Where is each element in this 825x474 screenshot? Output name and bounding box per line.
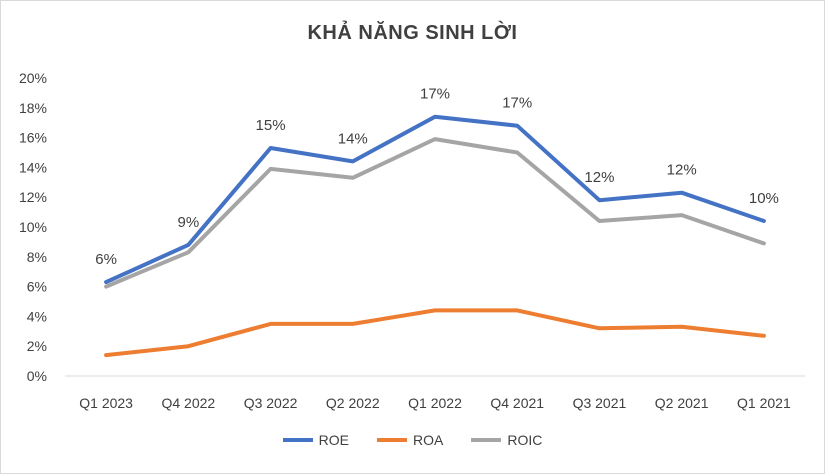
- y-tick-label: 10%: [19, 219, 47, 235]
- y-tick-label: 20%: [19, 70, 47, 86]
- y-tick-label: 0%: [27, 368, 47, 384]
- x-tick-label: Q1 2023: [79, 395, 133, 411]
- data-label-roe: 10%: [749, 190, 779, 207]
- x-tick-label: Q4 2021: [490, 395, 544, 411]
- data-label-roe: 6%: [95, 251, 117, 268]
- x-tick-label: Q1 2022: [408, 395, 462, 411]
- legend-label-roa: ROA: [413, 432, 444, 448]
- legend-item-roa[interactable]: ROA: [377, 432, 443, 448]
- y-tick-label: 8%: [27, 249, 47, 265]
- y-tick-label: 16%: [19, 130, 47, 146]
- legend-item-roic[interactable]: ROIC: [471, 432, 542, 448]
- x-tick-label: Q2 2022: [326, 395, 380, 411]
- legend-swatch-roic: [471, 438, 502, 442]
- data-label-roe: 12%: [584, 169, 614, 186]
- legend-label-roic: ROIC: [507, 432, 543, 448]
- series-line-roe: [104, 114, 766, 285]
- series-line-roic: [104, 137, 766, 289]
- data-label-roe: 14%: [338, 130, 368, 147]
- data-label-roe: 17%: [420, 86, 450, 103]
- legend-swatch-roe: [282, 438, 313, 442]
- legend-label-roe: ROE: [318, 432, 349, 448]
- legend-item-roe[interactable]: ROE: [282, 432, 349, 448]
- y-tick-label: 14%: [19, 159, 47, 175]
- data-label-roe: 17%: [502, 95, 532, 112]
- y-tick-label: 12%: [19, 189, 47, 205]
- data-label-roe: 15%: [256, 117, 286, 134]
- legend-swatch-roa: [377, 438, 407, 442]
- data-label-roe: 9%: [177, 214, 199, 231]
- y-tick-label: 18%: [19, 100, 47, 116]
- x-tick-label: Q3 2021: [573, 395, 627, 411]
- chart-legend: ROE ROA ROIC: [0, 432, 825, 448]
- chart-title: KHẢ NĂNG SINH LỜI: [307, 22, 518, 44]
- y-tick-label: 6%: [27, 279, 47, 295]
- x-tick-label: Q2 2021: [655, 395, 709, 411]
- x-tick-label: Q1 2021: [737, 395, 791, 411]
- x-tick-label: Q4 2022: [161, 395, 215, 411]
- y-tick-label: 2%: [27, 338, 47, 354]
- y-tick-label: 4%: [27, 308, 47, 324]
- series-line-roa: [104, 308, 766, 358]
- x-tick-label: Q3 2022: [244, 395, 298, 411]
- data-label-roe: 12%: [667, 162, 697, 179]
